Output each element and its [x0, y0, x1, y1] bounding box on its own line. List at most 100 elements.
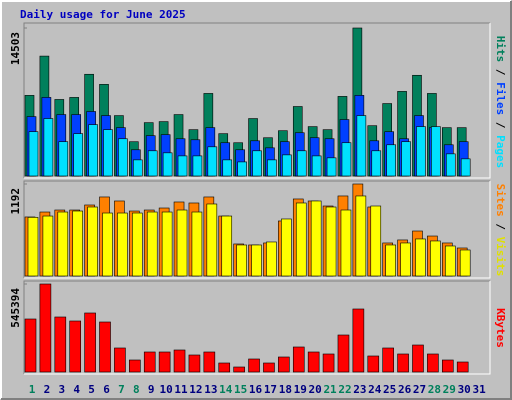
bar — [266, 241, 277, 277]
bar — [176, 209, 188, 277]
bar — [102, 212, 113, 277]
legend-entry: KBytes — [494, 308, 507, 348]
bar — [416, 126, 426, 177]
bar — [114, 347, 126, 373]
bar — [459, 249, 471, 277]
bar — [73, 133, 84, 177]
bar — [24, 318, 37, 373]
legend: Sites / Visits — [494, 184, 507, 277]
plot-frame-light — [24, 181, 491, 279]
bar — [397, 353, 409, 373]
bar — [340, 209, 352, 277]
x-tick-label: 8 — [133, 383, 140, 396]
bar — [356, 115, 367, 177]
bar — [162, 152, 173, 177]
y-tick-label: 1192 — [9, 188, 22, 215]
bar — [341, 142, 352, 177]
bar — [42, 215, 54, 277]
bar — [132, 212, 143, 277]
y-tick-label: 14503 — [9, 32, 22, 65]
bar — [54, 316, 67, 373]
bar — [382, 347, 394, 373]
bar — [221, 215, 233, 277]
bar — [431, 126, 441, 177]
x-tick-label: 26 — [398, 383, 412, 396]
plot-frame-light — [24, 281, 491, 375]
bar — [385, 244, 396, 277]
x-tick-label: 14 — [219, 383, 233, 396]
x-tick-label: 20 — [309, 383, 322, 396]
x-tick-label: 3 — [58, 383, 65, 396]
bar — [310, 200, 322, 277]
bar — [400, 242, 411, 277]
x-tick-label: 1 — [29, 383, 36, 396]
x-tick-label: 11 — [174, 383, 188, 396]
bar — [292, 346, 305, 373]
bar — [146, 211, 158, 277]
bar — [69, 320, 82, 373]
x-tick-label: 25 — [383, 383, 396, 396]
bar — [401, 141, 411, 177]
bar — [311, 155, 322, 177]
legend-entry: Visits — [494, 237, 507, 277]
x-tick-label: 21 — [323, 383, 337, 396]
plot-frame-dark — [23, 280, 490, 374]
bar — [371, 150, 382, 177]
legend-entry: Sites — [494, 184, 507, 217]
bar — [326, 157, 337, 177]
x-tick-label: 6 — [103, 383, 110, 396]
bar — [206, 203, 218, 277]
legend-separator: / — [494, 62, 507, 82]
bar — [84, 312, 96, 373]
x-tick-label: 16 — [249, 383, 263, 396]
bar — [282, 154, 292, 177]
y-tick-label: 545394 — [9, 288, 22, 328]
bar — [118, 138, 128, 177]
x-tick-label: 18 — [279, 383, 292, 396]
bar — [236, 244, 247, 277]
bar — [278, 356, 290, 373]
bar — [99, 321, 111, 373]
bar — [143, 351, 156, 373]
x-tick-label: 30 — [458, 383, 471, 396]
chart-title: Daily usage for June 2025 — [20, 8, 186, 21]
plot-frame-dark — [23, 22, 490, 178]
x-tick-label: 9 — [148, 383, 155, 396]
bar — [412, 344, 424, 373]
plot-frame-dark — [23, 180, 490, 278]
x-tick-label: 10 — [160, 383, 173, 396]
bar — [352, 308, 365, 373]
x-tick-label: 31 — [472, 383, 486, 396]
bar — [427, 353, 439, 373]
bar — [133, 159, 143, 177]
bar — [456, 361, 469, 373]
legend: KBytes — [494, 308, 507, 348]
plot-frame-light — [24, 23, 491, 179]
bar — [325, 206, 337, 277]
bar — [441, 359, 454, 373]
bar — [386, 144, 396, 177]
bar — [28, 131, 39, 177]
bar — [207, 146, 218, 177]
bar — [307, 351, 320, 373]
bar — [27, 217, 39, 277]
bar — [267, 159, 277, 177]
x-tick-label: 28 — [428, 383, 441, 396]
bar — [173, 349, 186, 373]
bar — [263, 362, 275, 373]
x-tick-label: 24 — [368, 383, 382, 396]
bar — [222, 159, 233, 177]
legend-separator: / — [494, 217, 507, 237]
bar — [158, 351, 171, 373]
bar — [445, 153, 456, 177]
bar — [248, 358, 260, 373]
bar — [161, 211, 173, 277]
bar — [191, 211, 203, 277]
bar — [87, 206, 98, 277]
x-tick-label: 12 — [189, 383, 202, 396]
bar — [233, 366, 245, 373]
bar — [177, 155, 188, 177]
